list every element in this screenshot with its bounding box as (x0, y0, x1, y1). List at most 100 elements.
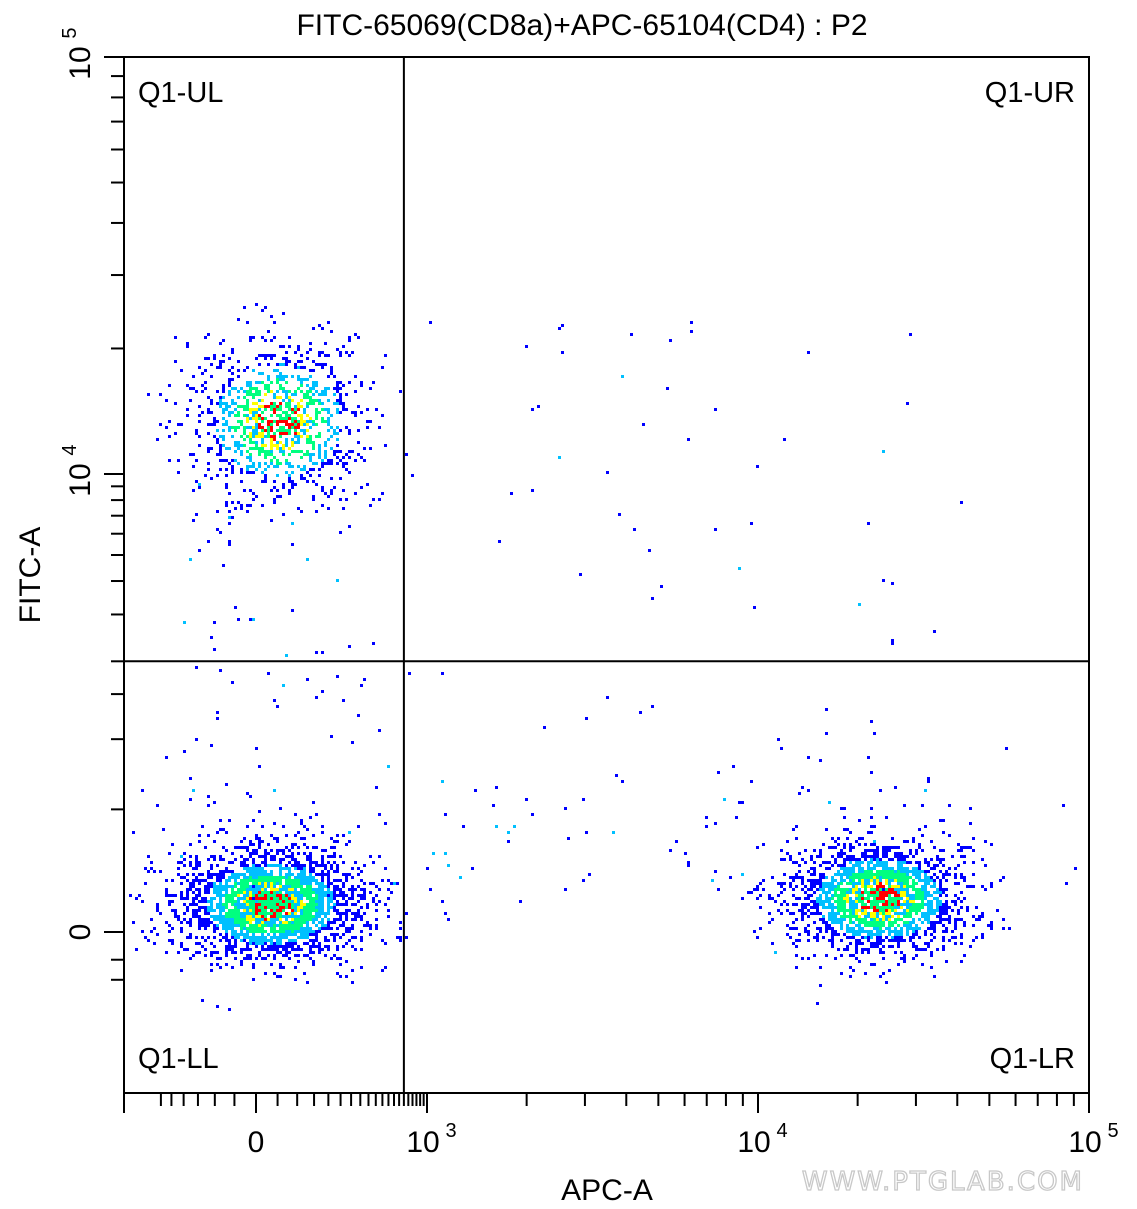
event-dot (336, 900, 339, 903)
event-dot (939, 921, 942, 924)
event-dot (246, 897, 249, 900)
event-dot (279, 495, 282, 498)
event-dot (837, 864, 840, 867)
event-dot (282, 411, 285, 414)
event-dot (321, 402, 324, 405)
event-dot (273, 465, 276, 468)
event-dot (249, 912, 252, 915)
event-dot (315, 864, 318, 867)
event-dot (255, 912, 258, 915)
event-dot (279, 945, 282, 948)
event-dot (228, 378, 231, 381)
event-dot (315, 945, 318, 948)
event-dot (252, 849, 255, 852)
event-dot (243, 489, 246, 492)
event-dot (867, 930, 870, 933)
event-dot (198, 927, 201, 930)
event-dot (198, 951, 201, 954)
event-dot (336, 426, 339, 429)
event-dot (285, 411, 288, 414)
event-dot (912, 870, 915, 873)
event-dot (297, 930, 300, 933)
event-dot (222, 903, 225, 906)
event-dot (912, 945, 915, 948)
event-dot (354, 390, 357, 393)
event-dot (807, 939, 810, 942)
event-dot (312, 891, 315, 894)
event-dot (828, 861, 831, 864)
event-dot (345, 975, 348, 978)
event-dot (321, 909, 324, 912)
event-dot (234, 873, 237, 876)
event-dot (279, 882, 282, 885)
event-dot (315, 873, 318, 876)
event-dot (285, 459, 288, 462)
event-dot (348, 909, 351, 912)
event-dot (288, 921, 291, 924)
event-dot (894, 846, 897, 849)
event-dot (270, 903, 273, 906)
event-dot (255, 894, 258, 897)
event-dot (345, 942, 348, 945)
event-dot (867, 831, 870, 834)
event-dot (267, 378, 270, 381)
event-dot (285, 357, 288, 360)
event-dot (954, 867, 957, 870)
event-dot (390, 882, 393, 885)
event-dot (333, 885, 336, 888)
event-dot (216, 885, 219, 888)
event-dot (330, 927, 333, 930)
event-dot (870, 825, 873, 828)
event-dot (276, 924, 279, 927)
event-dot (312, 420, 315, 423)
event-dot (882, 894, 885, 897)
event-dot (219, 435, 222, 438)
event-dot (369, 387, 372, 390)
event-dot (321, 831, 324, 834)
event-dot (951, 900, 954, 903)
event-dot (243, 903, 246, 906)
event-dot (897, 882, 900, 885)
event-dot (825, 924, 828, 927)
event-dot (198, 882, 201, 885)
event-dot (306, 876, 309, 879)
event-dot (297, 441, 300, 444)
event-dot (360, 894, 363, 897)
event-dot (222, 936, 225, 939)
event-dot (225, 483, 228, 486)
event-dot (255, 936, 258, 939)
event-dot (783, 900, 786, 903)
event-dot (315, 897, 318, 900)
event-dot (243, 858, 246, 861)
event-dot (849, 882, 852, 885)
event-dot (270, 879, 273, 882)
event-dot (360, 936, 363, 939)
event-dot (285, 429, 288, 432)
event-dot (285, 876, 288, 879)
event-dot (888, 858, 891, 861)
event-dot (150, 867, 153, 870)
event-dot (324, 891, 327, 894)
event-dot (954, 876, 957, 879)
event-dot (312, 876, 315, 879)
event-dot (870, 945, 873, 948)
event-dot (288, 432, 291, 435)
event-dot (963, 924, 966, 927)
event-dot (273, 438, 276, 441)
event-dot (249, 915, 252, 918)
event-dot (300, 414, 303, 417)
event-dot (240, 930, 243, 933)
event-dot (828, 900, 831, 903)
event-dot (843, 867, 846, 870)
event-dot (858, 873, 861, 876)
event-dot (879, 930, 882, 933)
event-dot (261, 927, 264, 930)
event-dot (204, 369, 207, 372)
event-dot (282, 312, 285, 315)
event-dot (255, 387, 258, 390)
event-dot (219, 918, 222, 921)
event-dot (198, 906, 201, 909)
event-dot (279, 462, 282, 465)
event-dot (306, 435, 309, 438)
event-dot (291, 885, 294, 888)
